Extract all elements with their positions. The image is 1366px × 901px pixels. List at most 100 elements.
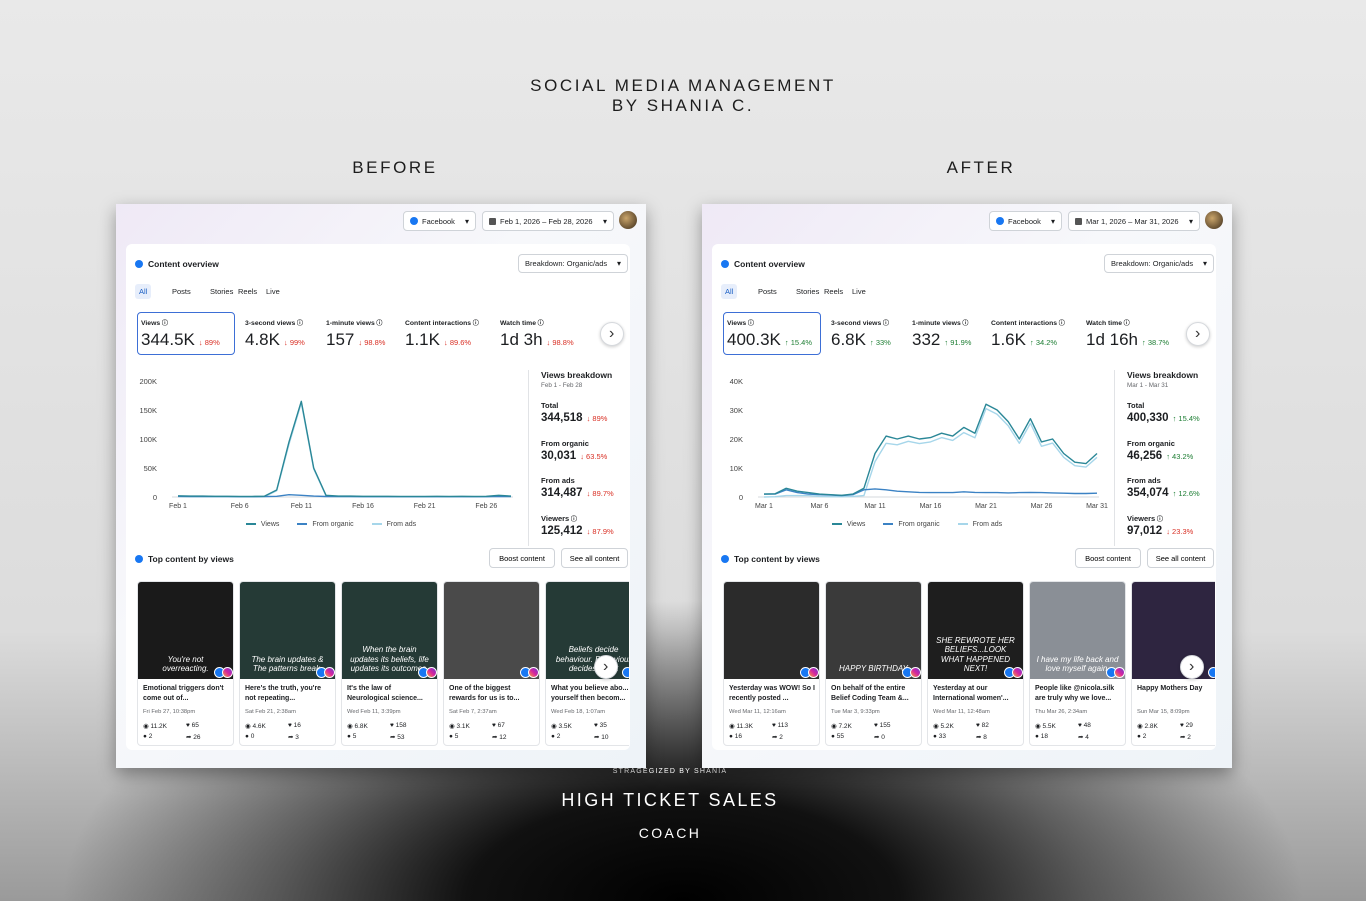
metric-row: 157 ↓ 98.8% <box>326 330 385 350</box>
platform-name: Facebook <box>1008 216 1041 226</box>
breakdown-row: 314,487 ↓ 89.7% <box>541 487 614 499</box>
breakdown-label: From organic <box>1127 438 1175 448</box>
metric-value: 400.3K <box>727 330 781 349</box>
post-card[interactable]: One of the biggest rewards for us is to.… <box>443 581 540 746</box>
post-comments: 2 <box>551 733 561 740</box>
tab[interactable]: Posts <box>758 287 777 296</box>
facebook-icon <box>410 217 418 225</box>
post-card[interactable]: The brain updates & The patterns break. H… <box>239 581 336 746</box>
post-thumbnail: HAPPY BIRTHDAY <box>826 582 921 679</box>
avatar[interactable] <box>1205 211 1223 229</box>
breakdown-value: 400,330 <box>1127 412 1169 424</box>
chart-legend: Views From organic From ads <box>702 521 1132 528</box>
post-date: Fri Feb 27, 10:38pm <box>143 709 196 715</box>
platform-selector[interactable]: Facebook <box>989 211 1062 231</box>
posts-next-button[interactable] <box>594 655 618 679</box>
tab[interactable]: Posts <box>172 287 191 296</box>
post-caption: One of the biggest rewards for us is to.… <box>449 685 520 702</box>
breakdown-change: ↓ 89.7% <box>586 489 614 498</box>
metric-name: Content interactions <box>991 318 1065 327</box>
breakdown-selector[interactable]: Breakdown: Organic/ads <box>518 254 628 273</box>
post-card[interactable]: SHE REWROTE HER BELIEFS...LOOK WHAT HAPP… <box>927 581 1024 746</box>
next-button[interactable] <box>600 322 624 346</box>
post-thumbnail: I have my life back and love myself agai… <box>1030 582 1125 679</box>
tab[interactable]: Live <box>852 287 866 296</box>
post-likes: 29 <box>1180 722 1193 729</box>
post-likes: 16 <box>288 722 301 729</box>
post-reach: 6.8K <box>347 722 367 730</box>
post-card[interactable]: You're not overreacting. Emotional trigge… <box>137 581 234 746</box>
post-caption: People like @nicola.silk are truly why w… <box>1035 685 1115 702</box>
legend-entry: From ads <box>958 521 1003 528</box>
post-shares: 12 <box>492 733 506 741</box>
post-shares: 26 <box>186 733 200 741</box>
breakdown-row: 97,012 ↓ 23.3% <box>1127 525 1193 537</box>
post-caption: Yesterday at our International women'... <box>933 685 1009 702</box>
chart-legend: Views From organic From ads <box>116 521 546 528</box>
breakdown-row: 125,412 ↓ 87.9% <box>541 525 614 537</box>
tab[interactable]: Reels <box>238 287 258 296</box>
posts-next-button[interactable] <box>1180 655 1204 679</box>
platform-selector[interactable]: Facebook <box>403 211 476 231</box>
boost-button[interactable]: Boost content <box>1075 548 1141 568</box>
legend-entry: Views <box>832 521 866 528</box>
metric-value: 157 <box>326 330 355 349</box>
breakdown-change: ↑ 43.2% <box>1166 451 1194 461</box>
post-card[interactable]: I have my life back and love myself agai… <box>1029 581 1126 746</box>
metric-change: ↓ 89% <box>198 338 220 347</box>
boost-button[interactable]: Boost content <box>489 548 555 568</box>
post-likes: 48 <box>1078 722 1091 729</box>
tab[interactable]: Reels <box>824 287 844 296</box>
instagram-badge <box>1012 667 1023 678</box>
post-reach: 3.5K <box>551 722 571 730</box>
tab[interactable]: Live <box>266 287 280 296</box>
breakdown-value: 354,074 <box>1127 487 1169 499</box>
see-all-button[interactable]: See all content <box>561 548 628 568</box>
post-shares: 10 <box>594 733 608 741</box>
see-all-button[interactable]: See all content <box>1147 548 1214 568</box>
metric-row: 332 ↑ 91.9% <box>912 330 971 350</box>
facebook-badge <box>622 667 629 678</box>
post-card[interactable]: When the brain updates its beliefs, life… <box>341 581 438 746</box>
metric-name: Content interactions <box>405 318 479 327</box>
tab[interactable]: All <box>721 284 738 299</box>
post-thumbnail: When the brain updates its beliefs, life… <box>342 582 437 679</box>
tab[interactable]: Stories <box>210 287 234 296</box>
tab[interactable]: Stories <box>796 287 820 296</box>
metric-change: ↑ 38.7% <box>1142 338 1170 347</box>
next-button[interactable] <box>1186 322 1210 346</box>
date-selector[interactable]: Feb 1, 2026 – Feb 28, 2026 <box>482 211 614 231</box>
post-comments: 2 <box>143 733 153 740</box>
post-card[interactable]: HAPPY BIRTHDAY On behalf of the entire Be… <box>825 581 922 746</box>
avatar[interactable] <box>619 211 637 229</box>
post-thumbnail: The brain updates & The patterns break. <box>240 582 335 679</box>
post-thumbnail <box>724 582 819 679</box>
dashboard-panel: Facebook Mar 1, 2026 – Mar 31, 2026 Conten… <box>702 204 1232 768</box>
top-content-title: Top content by views <box>148 554 234 564</box>
post-reach: 4.6K <box>245 722 265 730</box>
post-comments: 2 <box>1137 733 1147 740</box>
top-content-title: Top content by views <box>734 554 820 564</box>
metric-name: 1-minute views <box>912 318 968 327</box>
metric-value: 4.8K <box>245 330 280 349</box>
facebook-badge <box>1208 667 1215 678</box>
metric-name: 3-second views <box>245 318 303 327</box>
date-selector[interactable]: Mar 1, 2026 – Mar 31, 2026 <box>1068 211 1200 231</box>
breakdown-row: 354,074 ↑ 12.6% <box>1127 487 1200 499</box>
breakdown-row: 46,256 ↑ 43.2% <box>1127 450 1193 462</box>
post-shares: 3 <box>288 733 299 741</box>
instagram-badge <box>426 667 437 678</box>
legend-entry: From organic <box>883 521 939 528</box>
post-card[interactable]: Yesterday was WOW! So I recently posted … <box>723 581 820 746</box>
breakdown-selector[interactable]: Breakdown: Organic/ads <box>1104 254 1214 273</box>
platform-name: Facebook <box>422 216 455 226</box>
post-shares: 8 <box>976 733 987 741</box>
metric-change: ↓ 89.6% <box>443 338 472 347</box>
metric-value: 1d 3h <box>500 330 543 349</box>
breakdown-value: 46,256 <box>1127 449 1163 462</box>
metric-value: 1d 16h <box>1086 330 1138 349</box>
metric-name: 3-second views <box>831 318 889 327</box>
tab[interactable]: All <box>135 284 152 299</box>
